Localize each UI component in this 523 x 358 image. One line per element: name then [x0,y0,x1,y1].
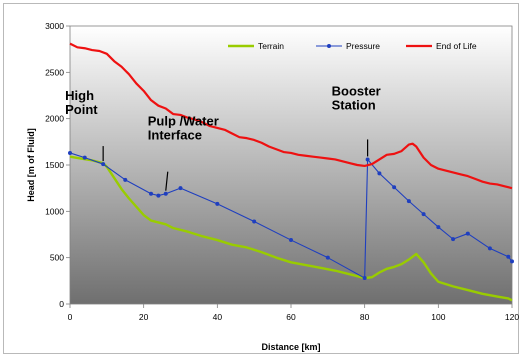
plot-area [69,25,513,305]
series-point-pressure [365,157,370,162]
annotation-label: Station [332,97,376,112]
y-tick-label: 2000 [45,114,64,124]
series-point-pressure [289,238,293,243]
series-point-pressure [123,177,128,182]
series-line-pressure [69,152,513,279]
series-point-pressure [101,162,106,167]
y-tick-label: 1500 [45,160,64,170]
series-point-pressure [325,255,330,260]
x-tick-label: 40 [213,312,223,322]
x-tick-label: 0 [68,312,73,322]
series-point-pressure [421,212,426,217]
legend-marker-pressure [327,44,331,48]
series-point-pressure [392,185,397,190]
series-point-pressure [377,171,382,176]
y-tick-label: 2500 [45,67,64,77]
series-point-pressure [465,231,470,236]
x-tick-label: 60 [286,312,296,322]
series-point-pressure [82,155,87,160]
series-point-pressure [163,191,168,196]
series-point-pressure [436,225,441,230]
series-point-pressure [252,219,257,224]
series-line-terrain [69,155,513,302]
series-point-pressure [215,201,220,206]
series-line-end-of-life [69,42,513,190]
x-tick-label: 20 [139,312,149,322]
y-axis-label: Head [m of Fluid] [26,128,36,202]
x-tick-label: 100 [431,312,445,322]
x-axis-label: Distance [km] [261,342,320,352]
y-tick-label: 500 [50,253,64,263]
legend-label-pressure: Pressure [346,41,380,51]
x-tick-label: 120 [505,312,519,322]
annotation-label: Interface [148,128,202,143]
x-tick-label: 80 [360,312,370,322]
annotation-label: Point [65,102,98,117]
series-point-pressure [451,237,456,242]
annotation-pointer [165,171,169,191]
series-point-pressure [68,150,72,155]
series-point-pressure [178,186,183,191]
series-point-pressure [487,246,492,251]
y-tick-label: 3000 [45,21,64,31]
annotation-label: Booster [332,83,381,98]
series-point-pressure [510,259,514,264]
y-tick-label: 0 [59,299,64,309]
legend-label-terrain: Terrain [258,41,284,51]
series-point-pressure [506,254,511,259]
y-tick-label: 1000 [45,206,64,216]
series-point-pressure [406,199,411,204]
annotation-label: Pulp /Water [148,114,219,129]
series-point-pressure [156,193,161,198]
annotation-label: High [65,88,94,103]
legend-label-end-of-life: End of Life [436,41,477,51]
series-point-pressure [149,191,154,196]
series-point-pressure [362,276,367,281]
